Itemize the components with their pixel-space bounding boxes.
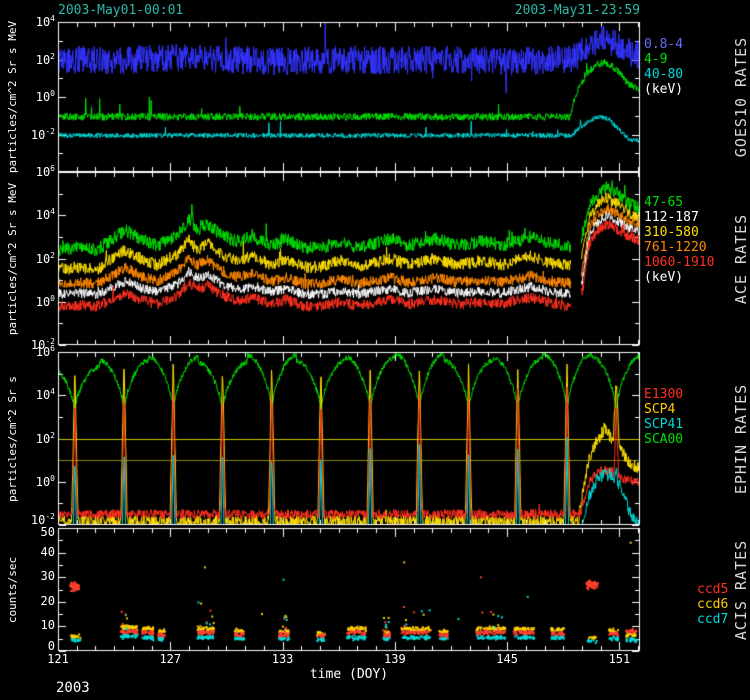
- panel-title-ace: ACE RATES: [733, 213, 750, 303]
- y-axis-title: particles/cm^2 Sr s MeV: [7, 182, 19, 334]
- legend-ccd6: ccd6: [697, 598, 728, 612]
- legend-761-1220: 761-1220: [644, 241, 707, 255]
- legend-SCP4: SCP4: [644, 403, 675, 417]
- legend-0.8-4: 0.8-4: [644, 38, 683, 52]
- x-tick-label: 139: [375, 653, 415, 666]
- legend-E1300: E1300: [644, 388, 683, 402]
- radiation-summary-plot: 2003-May01-00:01 2003-May31-23:59 time (…: [0, 0, 750, 700]
- x-tick-label: 121: [38, 653, 78, 666]
- legend-47-65: 47-65: [644, 196, 683, 210]
- legend-112-187: 112-187: [644, 211, 699, 225]
- x-tick-label: 145: [487, 653, 527, 666]
- legend-ccd5: ccd5: [697, 583, 728, 597]
- panel-title-acis: ACIS RATES: [733, 539, 750, 639]
- legend-40-80: 40-80: [644, 68, 683, 82]
- y-tick-label: 106: [0, 165, 55, 179]
- y-axis-title: particles/cm^2 Sr s: [7, 376, 19, 502]
- y-tick-label: 50: [0, 526, 55, 539]
- x-tick-label: 127: [150, 653, 190, 666]
- legend-SCA00: SCA00: [644, 433, 683, 447]
- legend-SCP41: SCP41: [644, 418, 683, 432]
- year-label: 2003: [56, 681, 90, 696]
- panel-title-ephin: EPHIN RATES: [733, 383, 750, 493]
- legend-ccd7: ccd7: [697, 613, 728, 627]
- x-tick-label: 151: [599, 653, 639, 666]
- panel-title-goes10: GOES10 RATES: [733, 37, 750, 157]
- y-axis-title: counts/sec: [7, 556, 19, 622]
- end-datetime-label: 2003-May31-23:59: [340, 4, 640, 18]
- legend-(keV): (keV): [644, 271, 683, 285]
- legend-1060-1910: 1060-1910: [644, 256, 714, 270]
- x-axis-title: time (DOY): [259, 668, 439, 682]
- legend-310-580: 310-580: [644, 226, 699, 240]
- y-tick-label: 106: [0, 345, 55, 359]
- legend-(keV): (keV): [644, 83, 683, 97]
- legend-4-9: 4-9: [644, 53, 667, 67]
- x-tick-label: 133: [263, 653, 303, 666]
- y-axis-title: particles/cm^2 Sr s MeV: [7, 21, 19, 173]
- plot-canvas: [0, 0, 750, 700]
- start-datetime-label: 2003-May01-00:01: [58, 4, 183, 18]
